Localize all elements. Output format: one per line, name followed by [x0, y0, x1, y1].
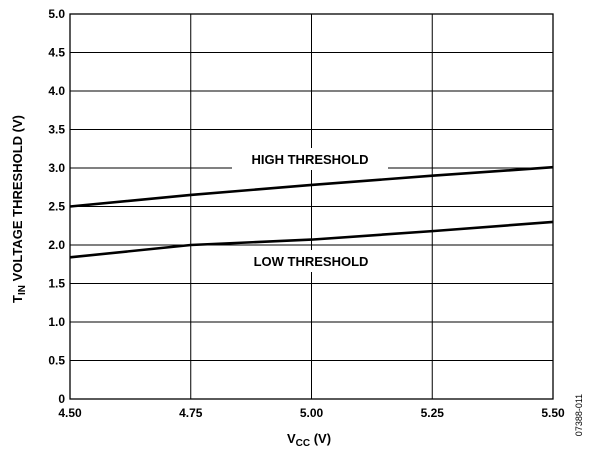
- y-tick-label: 4.5: [48, 46, 65, 60]
- annotations: HIGH THRESHOLD LOW THRESHOLD: [232, 148, 388, 272]
- x-tick-label: 5.00: [300, 406, 324, 420]
- y-tick-label: 0: [58, 392, 65, 406]
- low-threshold-label: LOW THRESHOLD: [254, 254, 369, 269]
- y-tick-label: 2.5: [48, 200, 65, 214]
- y-tick-label: 0.5: [48, 354, 65, 368]
- y-tick-label: 2.0: [48, 238, 65, 252]
- x-axis-label: VCC (V): [287, 431, 331, 449]
- y-tick-label: 1.5: [48, 277, 65, 291]
- figure-id: 07388-011: [574, 394, 584, 436]
- y-tick-label: 1.0: [48, 315, 65, 329]
- y-tick-labels: 0 0.5 1.0 1.5 2.0 2.5 3.0 3.5 4.0 4.5 5.0: [48, 7, 65, 406]
- high-threshold-label: HIGH THRESHOLD: [252, 152, 369, 167]
- x-tick-label: 4.50: [58, 406, 82, 420]
- low-threshold-label-bg: [236, 250, 386, 272]
- high-threshold-label-bg: [232, 148, 388, 170]
- plot-frame: [69, 13, 554, 400]
- y-tick-label: 5.0: [48, 7, 65, 21]
- y-tick-label: 3.5: [48, 123, 65, 137]
- series-line-high-threshold: [69, 165, 554, 208]
- grid: [70, 14, 553, 399]
- series-lines: [69, 165, 554, 259]
- y-tick-label: 4.0: [48, 84, 65, 98]
- x-tick-label: 5.50: [541, 406, 565, 420]
- x-tick-label: 4.75: [179, 406, 203, 420]
- y-axis-label: TIN VOLTAGE THRESHOLD (V): [10, 115, 28, 303]
- series-line-low-threshold: [69, 220, 554, 259]
- x-tick-label: 5.25: [421, 406, 445, 420]
- y-tick-label: 3.0: [48, 161, 65, 175]
- x-tick-labels: 4.50 4.75 5.00 5.25 5.50: [58, 406, 565, 420]
